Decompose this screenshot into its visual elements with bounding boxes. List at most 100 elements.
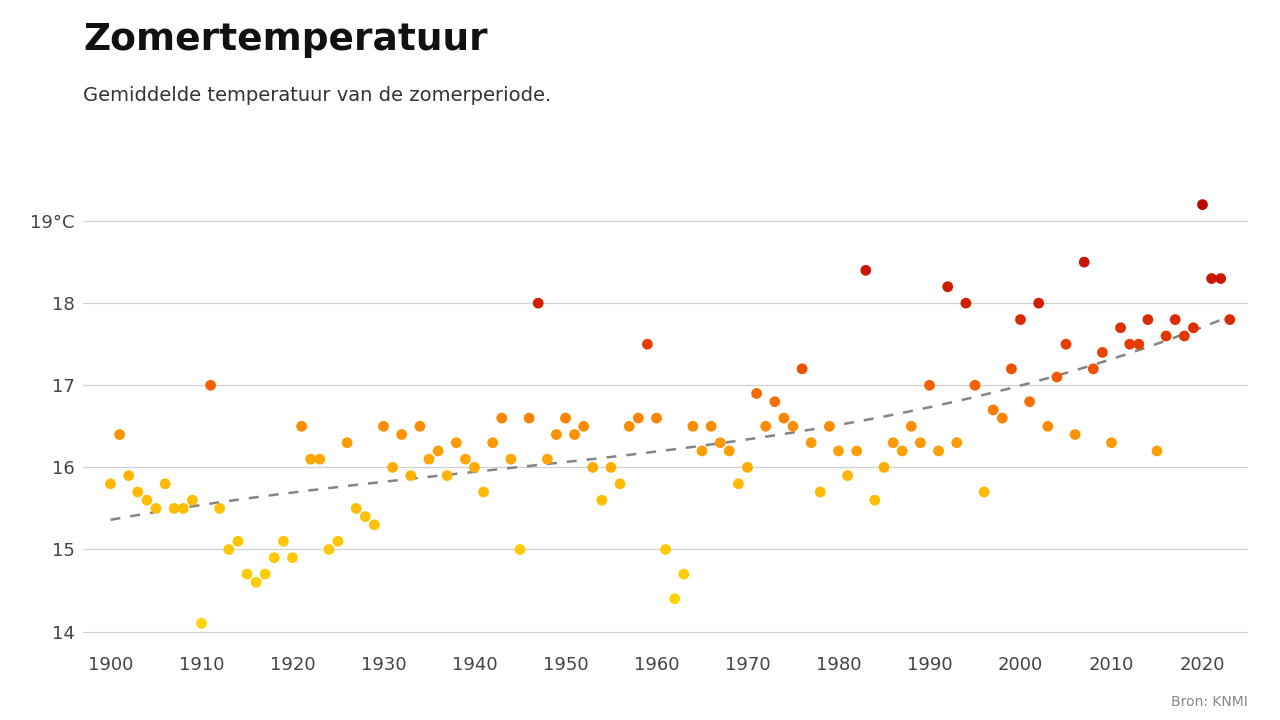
Point: [219, 544, 239, 555]
Point: [846, 445, 867, 456]
Point: [292, 420, 312, 432]
Point: [691, 445, 712, 456]
Point: [419, 454, 439, 465]
Point: [965, 379, 986, 391]
Point: [737, 462, 758, 473]
Point: [337, 437, 357, 449]
Point: [273, 536, 293, 547]
Point: [937, 281, 957, 292]
Text: Zomertemperatuur: Zomertemperatuur: [83, 22, 488, 58]
Point: [1074, 256, 1094, 268]
Point: [355, 511, 375, 523]
Point: [573, 420, 594, 432]
Point: [719, 445, 740, 456]
Point: [1192, 199, 1212, 210]
Point: [628, 413, 649, 424]
Point: [319, 544, 339, 555]
Point: [1083, 363, 1103, 374]
Point: [801, 437, 822, 449]
Point: [128, 486, 148, 498]
Point: [255, 568, 275, 580]
Point: [1120, 338, 1140, 350]
Point: [710, 437, 731, 449]
Point: [1147, 445, 1167, 456]
Point: [1211, 273, 1231, 284]
Point: [374, 420, 394, 432]
Point: [928, 445, 948, 456]
Point: [509, 544, 530, 555]
Point: [1174, 330, 1194, 342]
Point: [237, 568, 257, 580]
Point: [910, 437, 931, 449]
Point: [1065, 429, 1085, 441]
Point: [436, 470, 457, 482]
Point: [646, 413, 667, 424]
Point: [164, 503, 184, 514]
Point: [564, 429, 585, 441]
Point: [173, 503, 193, 514]
Point: [810, 486, 831, 498]
Point: [1101, 437, 1121, 449]
Point: [637, 338, 658, 350]
Point: [492, 413, 512, 424]
Point: [483, 437, 503, 449]
Point: [1047, 372, 1068, 383]
Point: [1010, 314, 1030, 325]
Point: [1110, 322, 1130, 333]
Point: [946, 437, 966, 449]
Point: [1183, 322, 1203, 333]
Point: [264, 552, 284, 564]
Point: [901, 420, 922, 432]
Point: [591, 495, 612, 506]
Point: [500, 454, 521, 465]
Point: [764, 396, 785, 408]
Point: [547, 429, 567, 441]
Point: [228, 536, 248, 547]
Point: [518, 413, 539, 424]
Point: [1156, 330, 1176, 342]
Point: [182, 495, 202, 506]
Point: [428, 445, 448, 456]
Point: [328, 536, 348, 547]
Point: [701, 420, 722, 432]
Point: [600, 462, 621, 473]
Point: [728, 478, 749, 490]
Point: [246, 577, 266, 588]
Point: [410, 420, 430, 432]
Point: [556, 413, 576, 424]
Point: [191, 618, 211, 629]
Point: [792, 363, 813, 374]
Point: [1092, 346, 1112, 358]
Point: [865, 495, 886, 506]
Point: [137, 495, 157, 506]
Point: [609, 478, 630, 490]
Point: [919, 379, 940, 391]
Point: [392, 429, 412, 441]
Point: [783, 420, 804, 432]
Point: [109, 429, 129, 441]
Point: [673, 568, 694, 580]
Point: [773, 413, 794, 424]
Point: [301, 454, 321, 465]
Point: [682, 420, 703, 432]
Text: Gemiddelde temperatuur van de zomerperiode.: Gemiddelde temperatuur van de zomerperio…: [83, 86, 552, 105]
Point: [992, 413, 1012, 424]
Point: [1202, 273, 1222, 284]
Point: [146, 503, 166, 514]
Point: [1001, 363, 1021, 374]
Point: [474, 486, 494, 498]
Point: [983, 404, 1004, 415]
Point: [364, 519, 384, 531]
Point: [874, 462, 895, 473]
Point: [1165, 314, 1185, 325]
Point: [456, 454, 476, 465]
Point: [746, 387, 767, 399]
Point: [974, 486, 995, 498]
Point: [655, 544, 676, 555]
Point: [310, 454, 330, 465]
Point: [155, 478, 175, 490]
Point: [1056, 338, 1076, 350]
Point: [664, 593, 685, 605]
Point: [828, 445, 849, 456]
Point: [201, 379, 221, 391]
